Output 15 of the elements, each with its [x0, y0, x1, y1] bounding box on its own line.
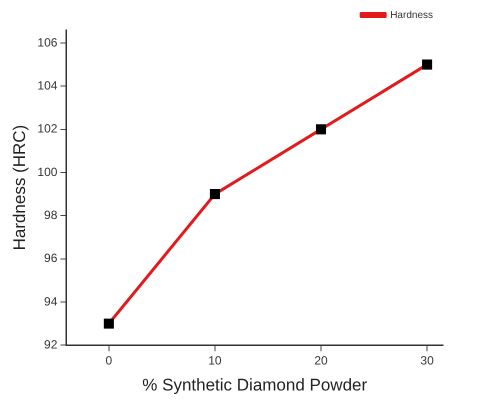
x-tick-label: 30	[420, 354, 434, 368]
y-tick-label: 92	[44, 338, 58, 352]
y-axis-title: Hardness (HRC)	[10, 124, 29, 250]
y-tick-label: 106	[37, 35, 58, 50]
y-tick-label: 104	[37, 78, 58, 92]
legend-label: Hardness	[390, 10, 434, 21]
x-tick-label: 0	[106, 354, 113, 368]
y-tick-label: 96	[44, 251, 58, 266]
y-tick-label: 100	[37, 164, 58, 179]
y-tick-label: 98	[44, 208, 58, 222]
x-tick-label: 20	[314, 354, 328, 368]
y-tick-label: 94	[44, 294, 58, 308]
x-tick-label: 10	[208, 354, 222, 368]
x-axis-title: % Synthetic Diamond Powder	[142, 375, 368, 394]
y-tick-label: 102	[37, 122, 58, 136]
